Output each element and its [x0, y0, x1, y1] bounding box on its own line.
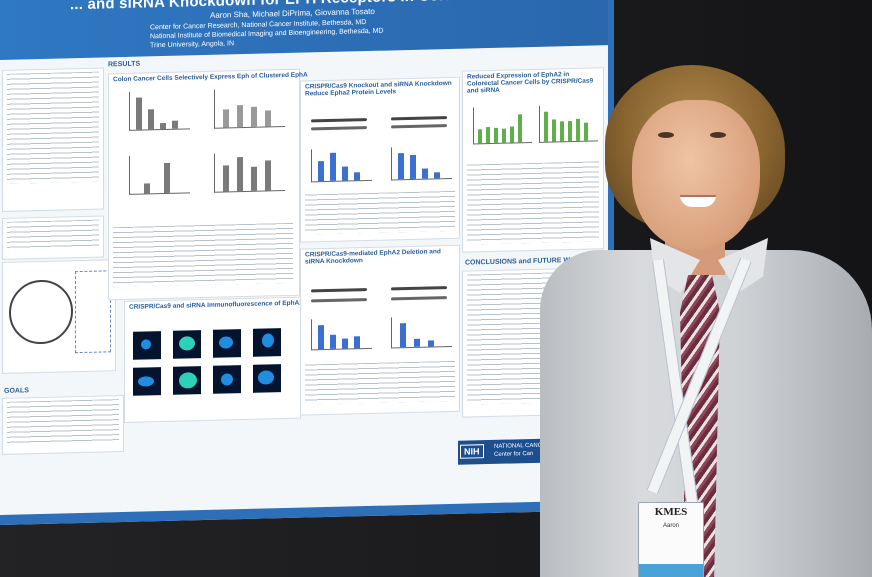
bar-chart: [311, 317, 372, 351]
microscopy-image: [253, 364, 281, 393]
section-heading: Colon Cancer Cells Selectively Express E…: [113, 71, 308, 84]
caption-text-lines: [113, 222, 293, 288]
bar: [172, 120, 178, 129]
bar: [144, 183, 150, 194]
bar: [237, 105, 243, 128]
goals-heading: GOALS: [4, 387, 29, 395]
bar-chart: [391, 145, 452, 181]
bar-chart: [311, 147, 372, 183]
bar: [434, 172, 440, 179]
bar: [318, 161, 324, 182]
diagram-section: [2, 259, 116, 374]
badge-strip: [639, 564, 703, 577]
section-heading: CRISPR/Cas9-mediated EphA2 Deletion and …: [305, 248, 441, 266]
cell-diagram-icon: [9, 279, 73, 345]
presenter-person: KMES Aaron: [540, 60, 872, 577]
intro-text-lines: [7, 71, 99, 184]
western-blot-band: [311, 288, 367, 293]
bar-chart: [391, 315, 452, 349]
bar: [494, 127, 498, 143]
caption-text-lines: [305, 190, 455, 235]
bar: [354, 336, 360, 349]
western-blot-band: [391, 296, 447, 301]
results-section-3: CRISPR/Cas9-mediated EphA2 Deletion and …: [300, 244, 460, 416]
western-blot-band: [311, 298, 367, 303]
bar: [318, 325, 324, 350]
western-blot-band: [391, 124, 447, 129]
goals-text-lines: [7, 399, 119, 446]
bar: [478, 129, 482, 144]
microscopy-image: [173, 330, 201, 359]
bar: [510, 126, 514, 143]
research-poster: ... and siRNA Knockdown for EPH Receptor…: [0, 0, 614, 526]
bar: [223, 165, 229, 192]
bar: [414, 338, 420, 347]
western-blot-band: [391, 286, 447, 291]
badge-title: KMES: [654, 506, 688, 518]
nih-badge: NIH: [460, 444, 484, 459]
western-blot-band: [311, 126, 367, 131]
results-section-1: Colon Cancer Cells Selectively Express E…: [108, 68, 308, 301]
bar-chart: [473, 105, 532, 145]
microscopy-image: [133, 367, 161, 396]
aims-section: [2, 215, 104, 260]
left-eye: [658, 132, 674, 138]
bar-chart: [214, 152, 285, 193]
bar: [330, 152, 336, 181]
bar: [330, 334, 336, 349]
results-heading: RESULTS: [108, 60, 141, 69]
poster-header: ... and siRNA Knockdown for EPH Receptor…: [0, 0, 614, 60]
name-badge: KMES Aaron: [638, 502, 704, 577]
bar: [136, 97, 142, 130]
bar: [342, 338, 348, 349]
smile: [680, 195, 716, 207]
bar: [160, 122, 166, 130]
microscopy-image: [173, 366, 201, 395]
goals-section: [2, 394, 124, 455]
face: [632, 100, 760, 250]
western-blot-band: [391, 116, 447, 121]
bar: [518, 114, 522, 143]
bar: [398, 153, 404, 180]
microscopy-image: [213, 365, 241, 394]
western-blot-band: [311, 118, 367, 123]
section-heading: CRISPR/Cas9 Knockout and siRNA Knockdown…: [305, 79, 452, 98]
bar: [422, 168, 428, 179]
microscopy-image: [133, 331, 161, 360]
bar: [164, 162, 170, 193]
bar-chart: [214, 88, 285, 129]
bar-chart: [129, 154, 190, 195]
bar: [428, 340, 434, 347]
diagram-panel: [75, 270, 111, 354]
microscopy-image: [253, 328, 281, 357]
badge-name: Aaron: [662, 523, 679, 529]
bar: [251, 166, 257, 191]
bar: [265, 110, 271, 127]
section-heading: CRISPR/Cas9 and siRNA Immunofluorescence…: [129, 299, 303, 311]
aims-text-lines: [7, 219, 99, 250]
caption-text-lines: [305, 360, 455, 405]
bar: [237, 157, 243, 192]
right-eye: [710, 132, 726, 138]
bar: [148, 109, 154, 130]
bar: [265, 160, 271, 191]
microscopy-image: [213, 329, 241, 358]
bar: [502, 128, 506, 143]
bar-chart: [129, 90, 190, 131]
poster-affiliations: Center for Cancer Research, National Can…: [150, 18, 383, 51]
bar: [251, 106, 257, 127]
bar: [400, 323, 406, 348]
bar: [486, 127, 490, 144]
bar: [354, 172, 360, 181]
bar: [342, 166, 348, 181]
bar: [223, 109, 229, 128]
results-section-2: CRISPR/Cas9 Knockout and siRNA Knockdown…: [300, 76, 460, 243]
results-section-if: CRISPR/Cas9 and siRNA Immunofluorescence…: [124, 296, 303, 423]
intro-section: [2, 67, 104, 212]
bar: [410, 154, 416, 179]
